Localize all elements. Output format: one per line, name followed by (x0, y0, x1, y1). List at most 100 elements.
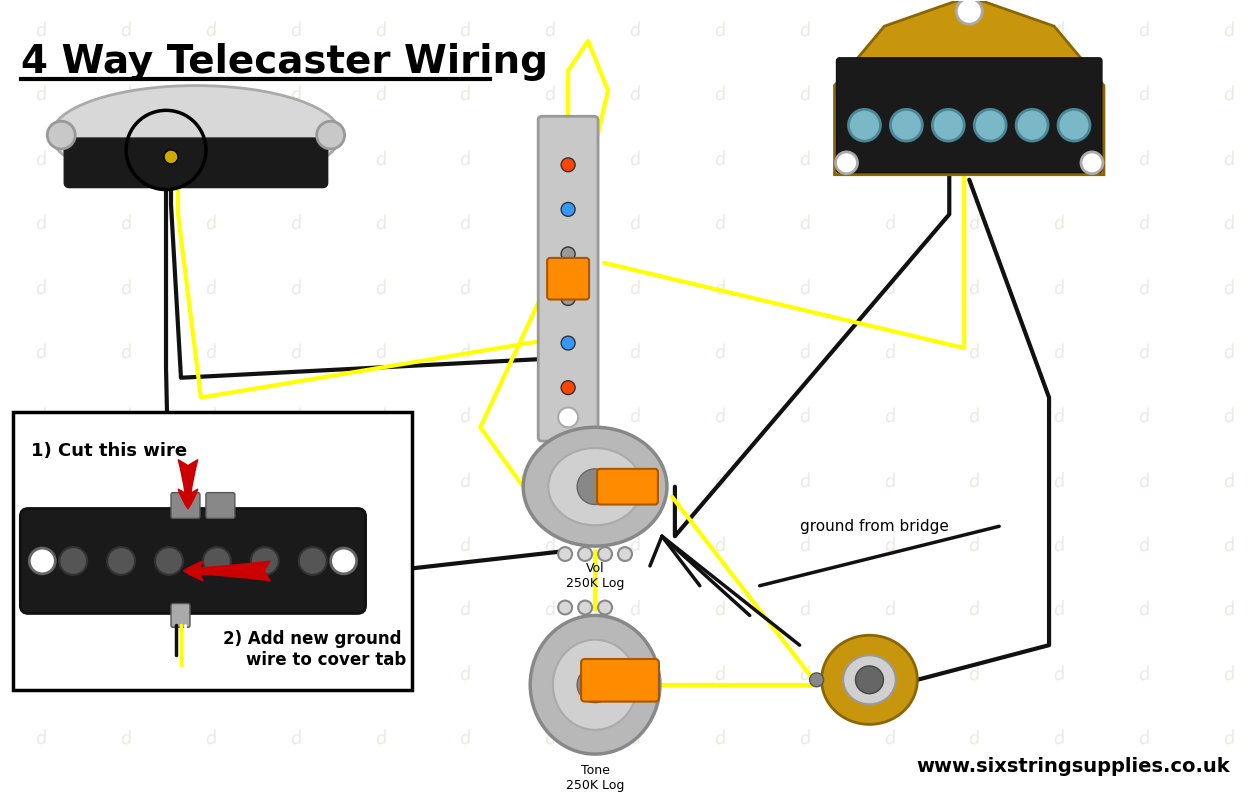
Text: d: d (713, 278, 727, 298)
Text: d: d (34, 214, 49, 234)
Ellipse shape (553, 640, 637, 730)
Text: d: d (204, 278, 218, 298)
Text: www.sixstringsupplies.co.uk: www.sixstringsupplies.co.uk (916, 757, 1230, 776)
Text: d: d (204, 536, 218, 556)
Polygon shape (834, 0, 1103, 174)
Text: d: d (1137, 665, 1151, 685)
Text: Vol
250K Log: Vol 250K Log (565, 562, 624, 590)
Text: d: d (119, 86, 134, 106)
Text: d: d (458, 665, 473, 685)
Circle shape (203, 547, 231, 575)
Circle shape (956, 0, 982, 24)
Text: d: d (882, 730, 897, 749)
Text: d: d (373, 278, 388, 298)
Text: d: d (119, 22, 134, 41)
Circle shape (1081, 152, 1103, 174)
Text: 1) Cut this wire: 1) Cut this wire (31, 442, 188, 460)
Text: d: d (882, 343, 897, 363)
Text: d: d (1137, 214, 1151, 234)
Text: 4 Way Telecaster Wiring: 4 Way Telecaster Wiring (21, 43, 548, 81)
Text: d: d (1137, 601, 1151, 620)
Text: d: d (967, 601, 981, 620)
Text: d: d (543, 86, 558, 106)
Text: Tone
250K Log: Tone 250K Log (565, 764, 624, 792)
Circle shape (1016, 110, 1048, 141)
Text: d: d (204, 407, 218, 427)
Circle shape (562, 381, 575, 394)
Text: d: d (373, 730, 388, 749)
Text: d: d (713, 601, 727, 620)
FancyBboxPatch shape (538, 116, 598, 441)
Text: d: d (797, 343, 812, 363)
Text: d: d (1221, 150, 1236, 170)
Text: d: d (119, 730, 134, 749)
Circle shape (856, 666, 883, 694)
FancyBboxPatch shape (64, 138, 328, 187)
Text: d: d (204, 601, 218, 620)
Text: d: d (1137, 22, 1151, 41)
Circle shape (48, 122, 75, 149)
Text: d: d (204, 22, 218, 41)
Circle shape (558, 547, 572, 561)
Circle shape (836, 152, 857, 174)
Text: d: d (289, 150, 303, 170)
Text: d: d (628, 407, 642, 427)
Text: d: d (628, 665, 642, 685)
Ellipse shape (51, 86, 340, 185)
Text: d: d (289, 86, 303, 106)
Text: d: d (1137, 472, 1151, 491)
Text: d: d (797, 730, 812, 749)
Circle shape (562, 158, 575, 172)
Text: d: d (1137, 278, 1151, 298)
Text: d: d (119, 343, 134, 363)
Text: d: d (1221, 214, 1236, 234)
Text: d: d (1052, 150, 1066, 170)
Text: d: d (119, 665, 134, 685)
Text: d: d (1221, 601, 1236, 620)
Text: d: d (628, 22, 642, 41)
Ellipse shape (523, 427, 667, 546)
Text: d: d (119, 214, 134, 234)
Circle shape (59, 547, 88, 575)
FancyBboxPatch shape (14, 413, 413, 690)
Text: d: d (34, 22, 49, 41)
FancyBboxPatch shape (171, 493, 200, 518)
FancyBboxPatch shape (20, 509, 365, 614)
Circle shape (809, 673, 823, 686)
FancyBboxPatch shape (837, 58, 1102, 173)
Text: d: d (289, 343, 303, 363)
Text: d: d (289, 472, 303, 491)
Text: d: d (713, 536, 727, 556)
Text: d: d (543, 343, 558, 363)
Text: d: d (967, 536, 981, 556)
Text: d: d (882, 150, 897, 170)
Text: d: d (204, 730, 218, 749)
Text: d: d (543, 150, 558, 170)
Text: d: d (34, 407, 49, 427)
Circle shape (578, 547, 592, 561)
Text: d: d (1137, 343, 1151, 363)
Text: d: d (543, 214, 558, 234)
Text: d: d (289, 214, 303, 234)
Text: d: d (289, 22, 303, 41)
Ellipse shape (530, 615, 661, 754)
Text: d: d (543, 407, 558, 427)
Text: d: d (289, 665, 303, 685)
Text: d: d (713, 343, 727, 363)
Circle shape (29, 548, 55, 574)
Text: d: d (1052, 536, 1066, 556)
Text: d: d (797, 601, 812, 620)
Text: d: d (1137, 150, 1151, 170)
Circle shape (330, 548, 357, 574)
Text: d: d (1137, 730, 1151, 749)
Text: d: d (458, 278, 473, 298)
Text: d: d (34, 278, 49, 298)
Text: d: d (967, 214, 981, 234)
Text: d: d (628, 278, 642, 298)
Circle shape (299, 547, 327, 575)
Text: d: d (373, 214, 388, 234)
Text: d: d (289, 407, 303, 427)
Text: d: d (543, 472, 558, 491)
Text: d: d (797, 472, 812, 491)
Text: d: d (373, 536, 388, 556)
